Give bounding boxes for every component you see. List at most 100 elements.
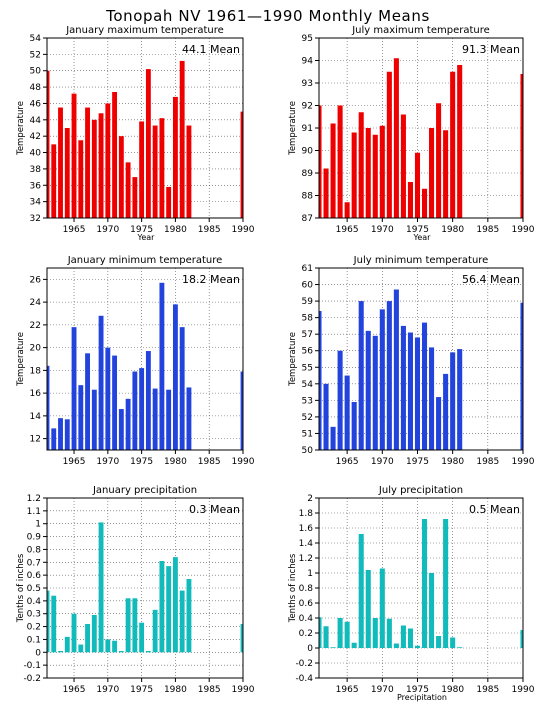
y-tick-label: 0 <box>307 644 313 654</box>
x-tick-label: 1970 <box>96 457 119 467</box>
bar-1976 <box>145 69 151 218</box>
bar-1980 <box>450 352 456 450</box>
bar-1974 <box>407 332 413 450</box>
bar-1964 <box>337 618 343 648</box>
bar-1966 <box>351 132 357 218</box>
bar-1975 <box>414 152 421 218</box>
bar-1973 <box>125 162 131 218</box>
bar-1982 <box>186 125 192 218</box>
y-tick-label: 22 <box>30 321 41 331</box>
y-tick-label: 0.4 <box>299 614 314 624</box>
mean-label: 56.4 Mean <box>462 273 520 286</box>
bar-1962 <box>323 383 329 450</box>
y-tick-label: 46 <box>30 99 42 109</box>
x-tick-label: 1990 <box>232 225 255 235</box>
bar-1965 <box>71 93 77 218</box>
x-tick-label: 1965 <box>336 685 359 695</box>
y-axis-label: Temperature <box>16 101 26 156</box>
bar-1968 <box>365 128 371 218</box>
y-tick-label: 54 <box>302 380 314 390</box>
bar-1969 <box>98 522 104 653</box>
y-tick-label: 58 <box>302 314 314 324</box>
x-tick-label: 1980 <box>441 225 464 235</box>
bar-1978 <box>159 282 165 450</box>
bar-1964 <box>64 128 70 218</box>
y-tick-label: 0.6 <box>299 599 314 609</box>
bar-1973 <box>125 398 131 450</box>
bar-1970 <box>379 125 385 218</box>
x-tick-label: 1985 <box>198 685 221 695</box>
bar-1961 <box>47 365 50 450</box>
y-tick-label: 52 <box>302 413 313 423</box>
x-tick-label: 1975 <box>406 457 429 467</box>
y-tick-label: 16 <box>30 389 42 399</box>
bar-1964 <box>337 105 343 218</box>
bar-1978 <box>436 397 442 450</box>
bar-1964 <box>64 636 70 653</box>
y-axis-label: Temperature <box>288 332 298 387</box>
y-tick-label: 14 <box>30 412 42 422</box>
x-tick-label: 1990 <box>512 225 535 235</box>
x-tick-label: 1985 <box>476 225 499 235</box>
bar-1974 <box>407 182 413 218</box>
bar-1974 <box>132 598 138 653</box>
chart-title: January minimum temperature <box>67 255 223 266</box>
bar-1981 <box>457 65 463 218</box>
bar-1970 <box>105 347 111 450</box>
y-tick-label: 12 <box>30 435 41 445</box>
y-tick-label: 53 <box>302 396 313 406</box>
y-axis-label: Temperature <box>16 332 26 387</box>
y-tick-label: -0.2 <box>23 674 41 684</box>
bar-1976 <box>145 351 151 450</box>
y-tick-label: 56 <box>302 347 314 357</box>
bar-1972 <box>118 651 124 653</box>
bar-1973 <box>125 598 131 653</box>
y-tick-label: 0.7 <box>27 558 41 568</box>
y-tick-label: 51 <box>302 429 313 439</box>
bar-1981 <box>457 349 463 450</box>
y-tick-label: 59 <box>302 297 314 307</box>
y-tick-label: 40 <box>30 149 42 159</box>
bar-1966 <box>351 642 357 648</box>
bar-1968 <box>365 330 371 450</box>
bar-1969 <box>372 134 378 218</box>
bar-1990 <box>520 74 523 218</box>
x-tick-label: 1990 <box>512 685 535 695</box>
x-tick-label: 1975 <box>130 457 153 467</box>
y-tick-label: 57 <box>302 330 313 340</box>
chart-title: January maximum temperature <box>65 25 224 36</box>
x-tick-label: 1970 <box>96 225 119 235</box>
x-axis-label: Year <box>413 233 432 242</box>
plot-frame <box>318 37 524 219</box>
bar-1981 <box>457 647 463 648</box>
y-tick-label: 0.8 <box>27 545 42 555</box>
y-tick-label: 2 <box>307 494 313 504</box>
bar-1979 <box>443 130 449 218</box>
bar-1965 <box>344 375 350 450</box>
x-tick-label: 1970 <box>371 685 394 695</box>
bar-1962 <box>51 595 57 653</box>
bar-1978 <box>436 103 442 218</box>
x-axis-label: Precipitation <box>397 693 447 702</box>
y-tick-label: 32 <box>30 214 41 224</box>
bar-1980 <box>172 557 178 653</box>
x-tick-label: 1980 <box>164 685 187 695</box>
bar-1971 <box>112 92 118 218</box>
bar-1990 <box>520 630 523 648</box>
bar-1977 <box>429 128 435 218</box>
y-tick-label: 0 <box>35 648 41 658</box>
bar-1979 <box>443 519 449 648</box>
chart-panel-1: 32 34 36 38 40 42 44 46 48 50 52 54 1965 1970 1975 1980… <box>16 25 255 242</box>
mean-label: 0.3 Mean <box>189 503 240 516</box>
bar-1965 <box>71 613 77 653</box>
bar-1970 <box>105 639 111 653</box>
y-tick-label: 0.6 <box>27 571 42 581</box>
x-tick-label: 1985 <box>476 685 499 695</box>
x-tick-label: 1990 <box>232 685 255 695</box>
y-tick-label: 1 <box>35 520 41 530</box>
bar-1969 <box>372 335 378 450</box>
y-tick-label: 1.2 <box>299 554 313 564</box>
bar-1972 <box>118 409 124 450</box>
x-tick-label: 1990 <box>232 457 255 467</box>
bar-1965 <box>71 327 77 450</box>
